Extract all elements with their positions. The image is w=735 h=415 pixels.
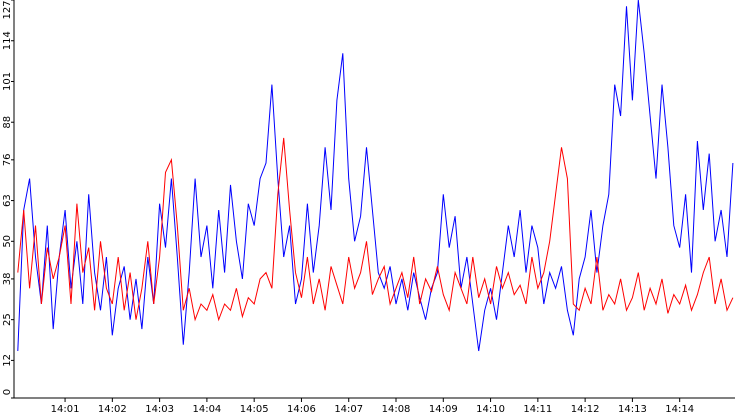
x-tick-label: 14:11	[523, 404, 552, 415]
y-tick-label: 12	[2, 354, 13, 367]
x-tick-label: 14:04	[192, 404, 221, 415]
x-tick-label: 14:05	[240, 404, 269, 415]
x-tick-label: 14:14	[665, 404, 694, 415]
y-tick-label: 25	[2, 313, 13, 326]
y-tick-label: 38	[2, 273, 13, 286]
y-tick-label: 114	[2, 31, 13, 50]
x-tick-label: 14:09	[429, 404, 458, 415]
series-line	[17, 0, 734, 352]
y-tick-label: 50	[2, 235, 13, 248]
y-tick-label: 127	[2, 0, 13, 19]
series-line	[17, 137, 734, 322]
x-tick-label: 14:01	[51, 404, 80, 415]
y-tick-label: 101	[2, 72, 13, 91]
x-tick-label: 14:12	[571, 404, 600, 415]
x-tick-label: 14:07	[334, 404, 363, 415]
x-tick-label: 14:02	[98, 404, 127, 415]
y-tick-label: 76	[2, 153, 13, 166]
y-tick-label: 63	[2, 194, 13, 207]
x-tick-label: 14:03	[145, 404, 174, 415]
x-tick-label: 14:13	[618, 404, 647, 415]
y-tick-label: 88	[2, 116, 13, 129]
x-tick-label: 14:10	[476, 404, 505, 415]
x-tick-label: 14:08	[382, 404, 411, 415]
x-tick-label: 14:06	[287, 404, 316, 415]
y-tick-label: 0	[2, 389, 13, 395]
